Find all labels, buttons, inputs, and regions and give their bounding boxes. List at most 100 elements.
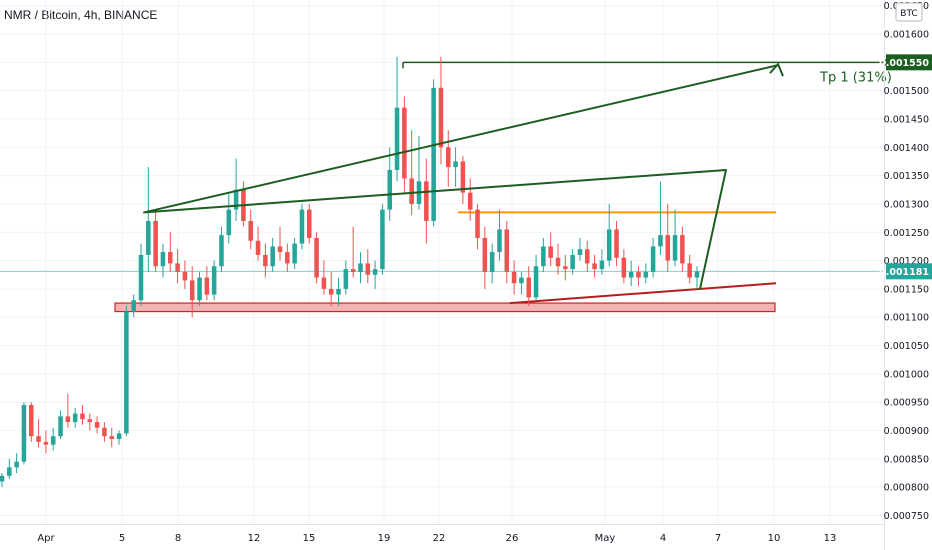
x-tick-label: 10 bbox=[768, 533, 781, 544]
candle bbox=[292, 237, 297, 270]
candle bbox=[58, 410, 63, 440]
candle bbox=[372, 260, 378, 289]
x-tick-label: 5 bbox=[119, 533, 125, 544]
candle bbox=[87, 413, 93, 431]
projection-path bbox=[143, 64, 779, 290]
candle bbox=[658, 181, 663, 255]
target-price-badge: 0.001550 bbox=[879, 54, 932, 71]
candle bbox=[314, 232, 319, 284]
candle bbox=[255, 226, 261, 261]
candle bbox=[394, 56, 400, 182]
candle bbox=[160, 243, 166, 278]
support-zone bbox=[114, 302, 776, 313]
candle bbox=[50, 427, 56, 451]
candle bbox=[570, 249, 575, 275]
y-tick-label: 0.001250 bbox=[884, 228, 929, 239]
candle bbox=[0, 473, 5, 488]
candle bbox=[687, 254, 692, 284]
y-tick-label: 0.001300 bbox=[884, 199, 929, 210]
candle bbox=[482, 226, 488, 289]
candle bbox=[270, 237, 275, 272]
candle bbox=[138, 243, 144, 306]
candle bbox=[380, 203, 385, 275]
candle bbox=[548, 232, 553, 267]
candle bbox=[226, 192, 232, 244]
y-tick-label: 0.001600 bbox=[884, 29, 929, 40]
candle bbox=[445, 130, 451, 187]
candle bbox=[124, 305, 129, 437]
overlays[interactable]: Tp 1 (31%) bbox=[0, 62, 892, 290]
candle bbox=[72, 407, 78, 428]
candle bbox=[460, 155, 466, 204]
candle bbox=[453, 147, 458, 187]
candle bbox=[211, 260, 217, 301]
candle bbox=[628, 260, 634, 287]
x-tick-label: 4 bbox=[660, 533, 666, 544]
candle bbox=[189, 266, 195, 318]
candles bbox=[0, 56, 700, 488]
x-tick-label: Apr bbox=[37, 533, 55, 544]
candle bbox=[131, 294, 136, 318]
y-tick-label: 0.000850 bbox=[884, 454, 929, 465]
candle bbox=[526, 266, 532, 306]
candle bbox=[592, 254, 597, 278]
x-tick-label: May bbox=[595, 533, 616, 544]
x-tick-label: 15 bbox=[303, 533, 316, 544]
ascending-trendline bbox=[509, 282, 777, 305]
candle bbox=[511, 260, 517, 295]
candle bbox=[7, 458, 12, 479]
candle bbox=[533, 254, 539, 301]
candle bbox=[263, 243, 268, 278]
candle bbox=[175, 249, 180, 284]
candle bbox=[672, 209, 678, 267]
candle bbox=[146, 167, 151, 272]
candle bbox=[14, 453, 19, 474]
y-tick-label: 0.001150 bbox=[884, 284, 929, 295]
candle bbox=[65, 393, 71, 428]
candle bbox=[336, 277, 341, 306]
candle bbox=[167, 232, 173, 272]
x-tick-label: 26 bbox=[506, 533, 519, 544]
candle bbox=[599, 249, 605, 275]
candle bbox=[694, 266, 700, 289]
candle bbox=[606, 203, 612, 267]
svg-text:0.001550: 0.001550 bbox=[879, 58, 929, 69]
candle bbox=[102, 422, 107, 442]
candle bbox=[621, 249, 627, 284]
candle bbox=[365, 249, 371, 284]
currency-unit-box: BTC bbox=[895, 2, 923, 22]
y-tick-label: 0.001100 bbox=[884, 313, 929, 324]
projection-arrowhead bbox=[769, 62, 784, 77]
candle bbox=[277, 226, 283, 261]
candle bbox=[299, 203, 305, 250]
y-tick-label: 0.001200 bbox=[884, 256, 929, 267]
candle bbox=[504, 220, 510, 284]
candle bbox=[36, 419, 41, 448]
candle bbox=[153, 209, 158, 272]
y-tick-label: 0.001050 bbox=[884, 341, 929, 352]
candle bbox=[80, 405, 85, 425]
candle bbox=[204, 266, 210, 301]
currency-unit: BTC bbox=[900, 9, 917, 19]
candle bbox=[614, 220, 619, 267]
drawings[interactable] bbox=[114, 61, 884, 313]
x-tick-label: 13 bbox=[824, 533, 837, 544]
price-axis[interactable]: 0.0016500.0016000.0015500.0015000.001450… bbox=[879, 0, 932, 550]
candle bbox=[248, 209, 254, 250]
candle bbox=[116, 430, 122, 445]
y-tick-label: 0.001400 bbox=[884, 143, 929, 154]
candle bbox=[233, 158, 239, 221]
candle bbox=[643, 263, 649, 284]
y-tick-label: 0.001450 bbox=[884, 114, 929, 125]
candle bbox=[197, 271, 202, 306]
candle bbox=[182, 260, 188, 289]
target-label: Tp 1 (31%) bbox=[819, 70, 892, 85]
x-tick-label: 12 bbox=[248, 533, 261, 544]
symbol-title: NMR / Bitcoin, 4h, BINANCE bbox=[4, 8, 158, 22]
candle bbox=[321, 260, 327, 295]
candle bbox=[343, 260, 349, 295]
candle bbox=[497, 209, 502, 261]
y-tick-label: 0.000750 bbox=[884, 511, 929, 522]
time-axis[interactable]: Apr 5 8 12 15 19 22 26 May 4 7 10 13 bbox=[0, 524, 884, 545]
